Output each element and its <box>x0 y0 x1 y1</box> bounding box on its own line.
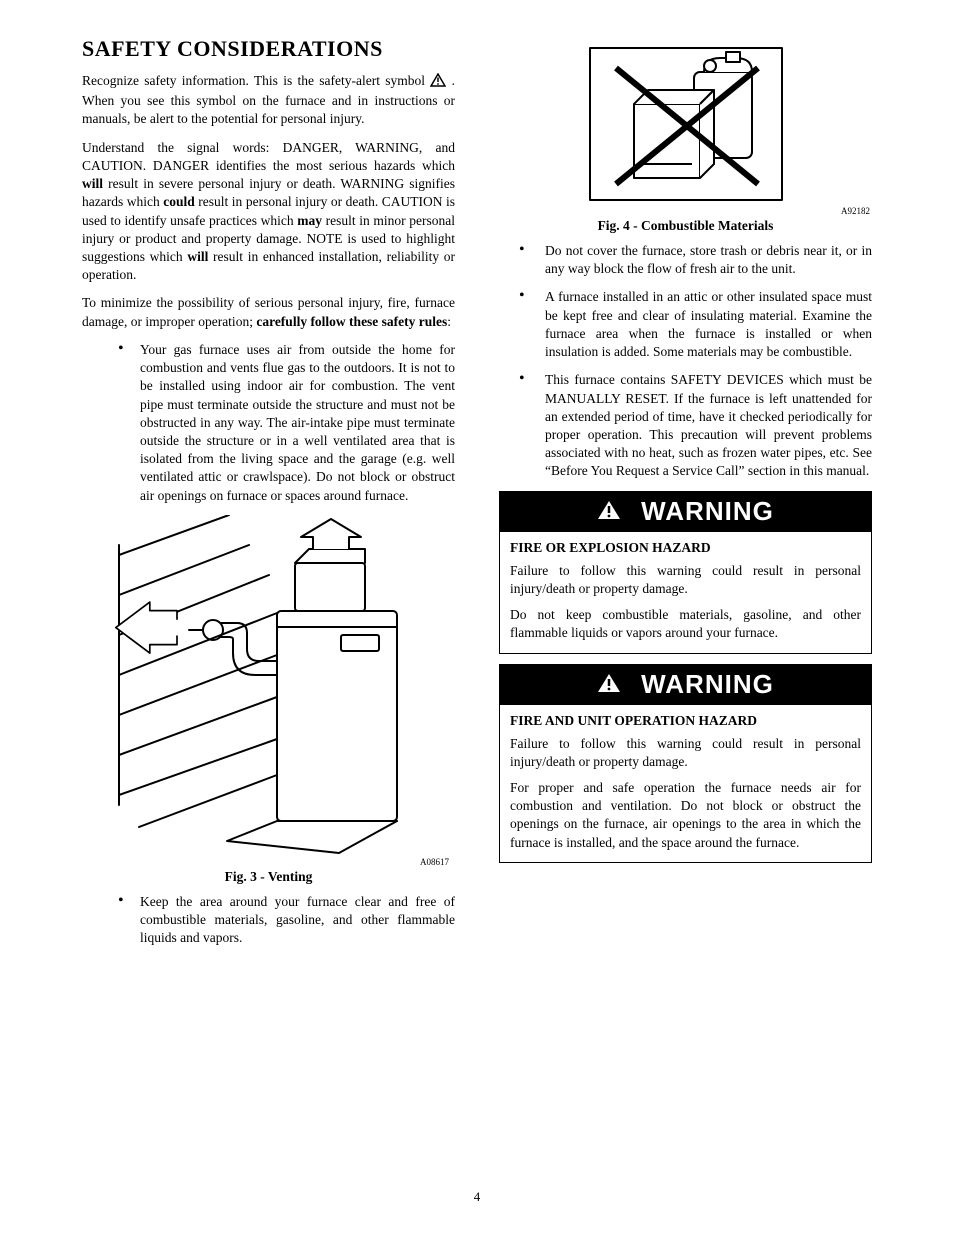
page-number: 4 <box>0 1189 954 1205</box>
list-item: Keep the area around your furnace clear … <box>118 893 455 948</box>
manual-page: SAFETY CONSIDERATIONS Recognize safety i… <box>0 0 954 1235</box>
list-item: A furnace installed in an attic or other… <box>519 288 872 361</box>
warning-box-2: WARNING FIRE AND UNIT OPERATION HAZARD F… <box>499 664 872 863</box>
safety-rules-list-left: Your gas furnace uses air from outside t… <box>82 341 455 505</box>
figure-3: A08617 Fig. 3 - Venting <box>82 515 455 885</box>
p1-text-a: Recognize safety information. This is th… <box>82 73 425 88</box>
warning-1-title: FIRE OR EXPLOSION HAZARD <box>510 540 861 556</box>
two-column-layout: SAFETY CONSIDERATIONS Recognize safety i… <box>82 36 872 957</box>
warning-1-p1: Failure to follow this warning could res… <box>510 562 861 598</box>
warning-triangle-icon <box>597 496 621 527</box>
left-column: SAFETY CONSIDERATIONS Recognize safety i… <box>82 36 455 957</box>
warning-body-1: FIRE OR EXPLOSION HAZARD Failure to foll… <box>500 532 871 653</box>
figure-3-svg <box>109 515 429 855</box>
safety-rules-list-right: Do not cover the furnace, store trash or… <box>499 242 872 481</box>
warning-banner-text: WARNING <box>641 496 774 527</box>
warning-2-p1: Failure to follow this warning could res… <box>510 735 861 771</box>
warning-2-title: FIRE AND UNIT OPERATION HAZARD <box>510 713 861 729</box>
figure-4-code: A92182 <box>499 206 870 216</box>
figure-4-svg <box>586 44 786 204</box>
list-item: This furnace contains SAFETY DEVICES whi… <box>519 371 872 480</box>
intro-paragraph-1: Recognize safety information. This is th… <box>82 72 455 129</box>
figure-3-caption: Fig. 3 - Venting <box>82 869 455 885</box>
warning-banner-text: WARNING <box>641 669 774 700</box>
warning-body-2: FIRE AND UNIT OPERATION HAZARD Failure t… <box>500 705 871 862</box>
figure-4: A92182 Fig. 4 - Combustible Materials <box>499 44 872 234</box>
right-column: A92182 Fig. 4 - Combustible Materials Do… <box>499 36 872 957</box>
warning-1-p2: Do not keep combustible materials, gasol… <box>510 606 861 642</box>
list-item: Your gas furnace uses air from outside t… <box>118 341 455 505</box>
figure-3-code: A08617 <box>82 857 449 867</box>
safety-rules-list-left-2: Keep the area around your furnace clear … <box>82 893 455 948</box>
safety-alert-icon <box>430 73 446 92</box>
list-item: Do not cover the furnace, store trash or… <box>519 242 872 278</box>
figure-4-caption: Fig. 4 - Combustible Materials <box>499 218 872 234</box>
warning-triangle-icon <box>597 669 621 700</box>
rules-intro-paragraph: To minimize the possibility of serious p… <box>82 294 455 330</box>
signal-words-paragraph: Understand the signal words: DANGER, WAR… <box>82 139 455 285</box>
warning-box-1: WARNING FIRE OR EXPLOSION HAZARD Failure… <box>499 491 872 654</box>
section-heading: SAFETY CONSIDERATIONS <box>82 36 455 62</box>
warning-2-p2: For proper and safe operation the furnac… <box>510 779 861 852</box>
warning-banner-2: WARNING <box>500 665 871 705</box>
warning-banner-1: WARNING <box>500 492 871 532</box>
